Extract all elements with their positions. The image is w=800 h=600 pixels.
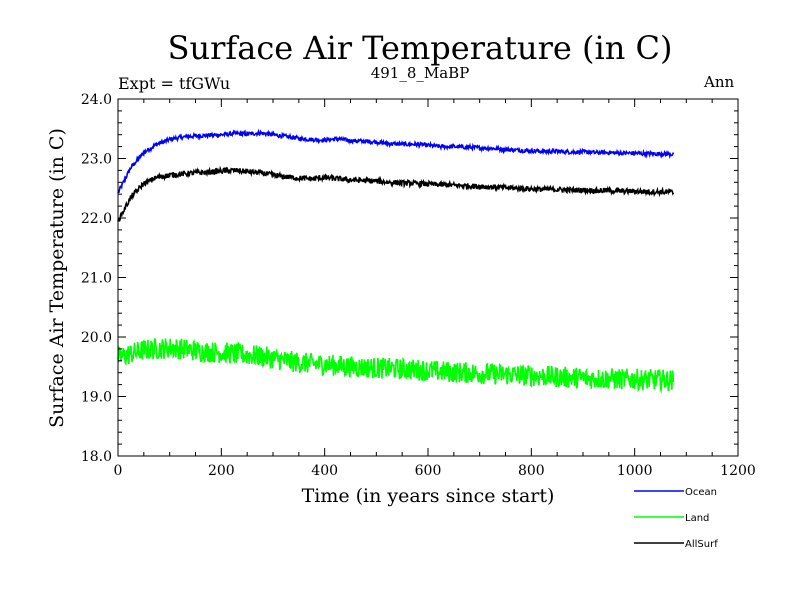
x-tick-label: 200 — [208, 463, 235, 479]
series-layer — [117, 128, 675, 394]
x-tick-label: 0 — [114, 463, 123, 479]
x-tick-label: 1200 — [720, 463, 756, 479]
y-tick-label: 24.0 — [81, 92, 112, 108]
series-line-land — [117, 338, 675, 394]
y-tick-label: 21.0 — [81, 271, 112, 287]
legend-label-ocean: Ocean — [685, 487, 717, 498]
series-line-ocean — [117, 128, 675, 194]
period-label: Ann — [704, 73, 735, 91]
x-axis-label: Time (in years since start) — [302, 485, 555, 507]
x-tick-label: 400 — [311, 463, 338, 479]
x-tick-label: 800 — [518, 463, 545, 479]
ticks-layer: 0 200 400 600 800 1000 1200 18.0 19.0 20.0 21.0 22.… — [81, 92, 756, 479]
legend-label-land: Land — [685, 513, 709, 524]
series-line-allsurf — [117, 165, 675, 222]
y-tick-label: 20.0 — [81, 330, 112, 346]
chart-subtitle: 491_8_MaBP — [370, 64, 470, 82]
chart-title: Surface Air Temperature (in C) — [167, 29, 673, 67]
y-tick-label: 23.0 — [81, 152, 112, 168]
x-tick-label: 1000 — [617, 463, 653, 479]
y-axis-label: Surface Air Temperature (in C) — [46, 128, 68, 428]
experiment-label: Expt = tfGWu — [118, 74, 231, 93]
y-tick-label: 19.0 — [81, 390, 112, 406]
x-tick-label: 600 — [415, 463, 442, 479]
y-tick-label: 22.0 — [81, 211, 112, 227]
legend: Ocean Land AllSurf — [634, 487, 718, 550]
y-tick-label: 18.0 — [81, 449, 112, 465]
legend-label-allsurf: AllSurf — [685, 539, 718, 550]
